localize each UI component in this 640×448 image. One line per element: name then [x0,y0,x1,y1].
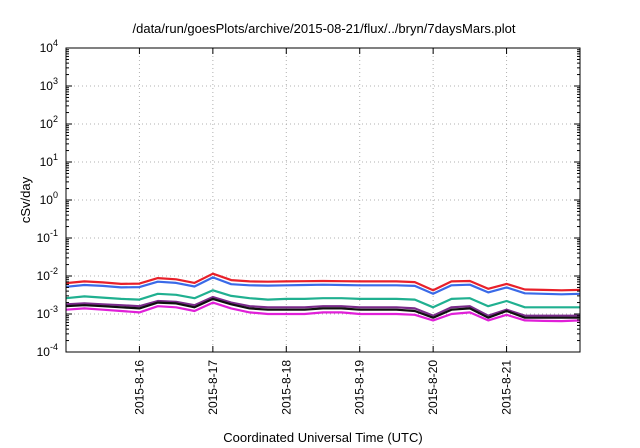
y-axis-title: cSv/day [18,176,33,223]
series-line-6 [65,301,581,323]
x-tick-label: 2015-8-18 [279,360,293,415]
x-tick-label: 2015-8-19 [353,360,367,415]
y-tick-label: 104 [40,38,58,55]
y-tick-label: 10-2 [37,266,58,283]
series-line-5 [65,297,580,319]
x-tick-label: 2015-8-20 [426,360,440,415]
y-tick-label: 100 [40,190,58,207]
x-tick-label: 2015-8-21 [500,360,514,415]
y-tick-labels: 10-4 10-3 10-2 10-1 100 101 102 103 104 [37,38,58,359]
series-line-2 [65,276,581,296]
series-layer [65,272,581,323]
grid [66,48,580,352]
y-tick-label: 101 [40,152,58,169]
chart-title: /data/run/goesPlots/archive/2015-08-21/f… [133,21,516,36]
series-line-3 [65,289,580,309]
x-tick-label: 2015-8-16 [132,360,146,415]
x-tick-label: 2015-8-17 [206,360,220,415]
series-line-4 [65,295,580,317]
x-axis-title: Coordinated Universal Time (UTC) [223,430,422,445]
y-tick-label: 103 [40,76,58,93]
ticks [66,47,580,353]
y-tick-label: 102 [40,114,58,131]
series-line-1 [65,272,581,292]
y-tick-label: 10-1 [37,228,58,245]
y-tick-label: 10-4 [37,342,58,359]
y-tick-label: 10-3 [37,304,58,321]
x-tick-labels: 2015-8-16 2015-8-17 2015-8-18 2015-8-19 2015… [132,360,513,415]
